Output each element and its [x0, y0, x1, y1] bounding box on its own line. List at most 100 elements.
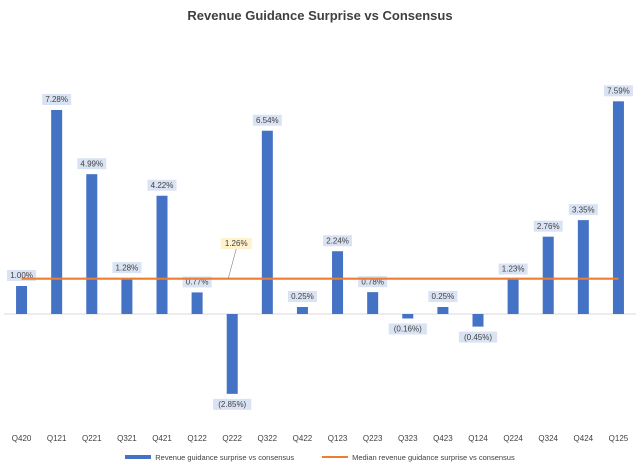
- data-label-box: [252, 114, 282, 126]
- x-tick-label: Q223: [363, 434, 383, 443]
- data-label-text: (2.85%): [218, 400, 246, 409]
- x-tick-label: Q123: [328, 434, 348, 443]
- legend-item-bars: Revenue guidance surprise vs consensus: [125, 453, 294, 462]
- data-label-text: 0.25%: [291, 292, 314, 301]
- median-callout-leader: [227, 248, 237, 279]
- data-label-box: [323, 235, 353, 247]
- data-label: 1.23%: [498, 263, 528, 275]
- bar-Q324: [542, 236, 554, 314]
- data-label: (0.16%): [388, 323, 427, 335]
- data-label: 4.22%: [147, 179, 177, 191]
- data-label-box: [213, 398, 252, 410]
- data-label-text: 2.24%: [326, 236, 349, 245]
- bar-Q121: [51, 110, 63, 314]
- bar-Q221: [86, 174, 98, 314]
- data-label-text: 2.76%: [537, 222, 560, 231]
- data-label: 4.99%: [77, 158, 107, 170]
- data-label-text: 4.99%: [80, 159, 103, 168]
- bar-Q422: [296, 306, 308, 314]
- x-tick-label: Q321: [117, 434, 137, 443]
- data-label-text: 1.28%: [116, 263, 139, 272]
- data-label-text: 3.35%: [572, 205, 595, 214]
- x-tick-label: Q224: [503, 434, 523, 443]
- data-label: 3.35%: [568, 204, 598, 216]
- data-label-box: [42, 94, 72, 105]
- chart-legend: Revenue guidance surprise vs consensus M…: [0, 451, 640, 463]
- data-label-text: (0.45%): [464, 333, 492, 342]
- bar-Q322: [261, 130, 273, 314]
- data-label: 2.24%: [323, 235, 353, 247]
- data-label-box: [112, 262, 142, 274]
- x-tick-label: Q222: [222, 434, 242, 443]
- data-label: 1.00%: [7, 269, 37, 281]
- x-tick-label: Q422: [293, 434, 313, 443]
- data-label: (0.45%): [458, 331, 498, 343]
- x-tick-label: Q322: [258, 434, 278, 443]
- x-tick-label: Q424: [574, 434, 594, 443]
- data-label: 7.28%: [42, 94, 72, 105]
- data-label: 1.28%: [112, 262, 142, 274]
- median-label-text: 1.26%: [225, 239, 248, 248]
- data-label: 6.54%: [252, 114, 282, 126]
- data-label-text: (0.16%): [394, 325, 422, 334]
- data-label-box: [77, 158, 107, 170]
- legend-label-median: Median revenue guidance surprise vs cons…: [352, 452, 515, 462]
- data-label-box: [388, 323, 427, 335]
- data-label-text: 7.28%: [45, 95, 68, 104]
- data-label-box: [7, 269, 37, 281]
- bar-Q222: [226, 314, 238, 394]
- data-label-text: 1.00%: [10, 271, 33, 280]
- data-label-box: [498, 263, 528, 275]
- legend-swatch-bars: [125, 455, 152, 459]
- bar-Q122: [191, 292, 203, 314]
- data-label: (2.85%): [213, 398, 252, 410]
- bar-Q424: [577, 220, 589, 314]
- bar-Q420: [16, 285, 28, 314]
- data-label-text: 0.25%: [432, 292, 455, 301]
- chart-title: Revenue Guidance Surprise vs Consensus: [187, 8, 453, 23]
- data-label: 0.25%: [287, 290, 317, 302]
- data-label: 2.76%: [533, 220, 563, 232]
- data-label-text: 0.78%: [361, 277, 384, 286]
- x-tick-label: Q421: [152, 434, 172, 443]
- data-label-box: [287, 290, 317, 302]
- x-tick-label: Q124: [468, 434, 488, 443]
- data-label-text: 4.22%: [151, 181, 174, 190]
- bar-Q125: [612, 101, 624, 314]
- bar-Q124: [472, 314, 484, 327]
- bar-Q123: [332, 251, 344, 314]
- data-label-box: [147, 179, 177, 191]
- bar-Q423: [437, 306, 449, 314]
- x-tick-label: Q423: [433, 434, 453, 443]
- data-label-text: 7.59%: [607, 87, 630, 96]
- data-label: 0.77%: [182, 276, 212, 288]
- data-label-text: 1.23%: [502, 265, 525, 274]
- data-label-box: [458, 331, 498, 343]
- data-label: 0.78%: [358, 276, 388, 288]
- data-label-box: [428, 290, 458, 302]
- data-label-box: [603, 85, 633, 97]
- data-label-box: [358, 276, 388, 288]
- median-label-box: [220, 238, 252, 249]
- bar-Q321: [121, 278, 133, 314]
- x-tick-label: Q125: [609, 434, 629, 443]
- x-tick-label: Q324: [538, 434, 558, 443]
- x-tick-label: Q221: [82, 434, 102, 443]
- legend-item-median: Median revenue guidance surprise vs cons…: [322, 453, 515, 462]
- data-label-box: [533, 220, 563, 232]
- x-tick-label: Q122: [187, 434, 207, 443]
- bar-Q323: [402, 314, 414, 319]
- data-label-text: 6.54%: [256, 116, 279, 125]
- data-label: 7.59%: [603, 85, 633, 97]
- bar-Q223: [367, 292, 379, 314]
- bar-Q421: [156, 195, 168, 314]
- data-label-box: [568, 204, 598, 216]
- data-label-text: 0.77%: [186, 278, 209, 287]
- x-tick-label: Q121: [47, 434, 67, 443]
- legend-label-bars: Revenue guidance surprise vs consensus: [155, 452, 295, 462]
- data-label-box: [182, 276, 212, 288]
- legend-swatch-median: [322, 456, 349, 458]
- x-tick-label: Q323: [398, 434, 418, 443]
